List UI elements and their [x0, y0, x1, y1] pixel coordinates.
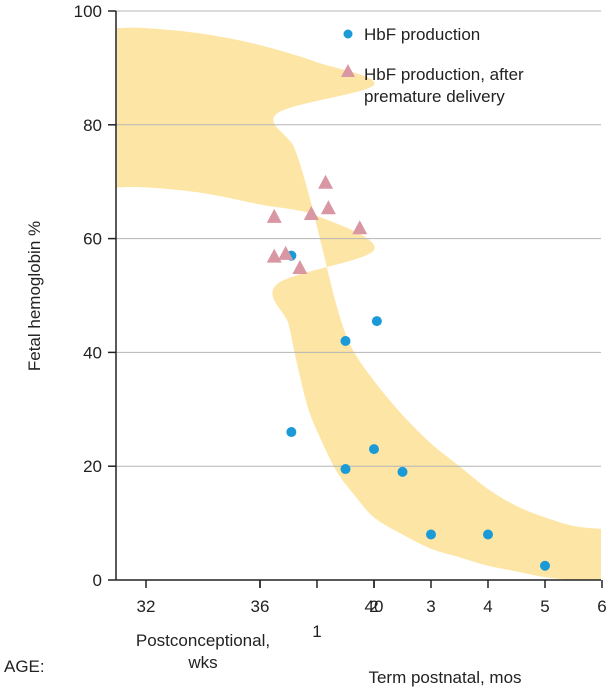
- postnatal-axis-title: Term postnatal, mos: [368, 668, 521, 687]
- premature-point-7: [292, 260, 308, 275]
- y-tick-label-40: 40: [83, 343, 102, 362]
- normal-range-band: [117, 27, 601, 581]
- hbf-point-5: [369, 444, 379, 455]
- legend-label-hbf-production: HbF production: [364, 25, 480, 44]
- y-ticks: 0 20 40 60 80 100: [74, 2, 116, 590]
- y-tick-label-20: 20: [83, 457, 102, 476]
- axes: [115, 11, 601, 581]
- postconceptional-axis-title-line2: wks: [187, 653, 217, 672]
- hbf-point-4: [340, 464, 351, 475]
- premature-point-3: [320, 200, 336, 215]
- hbf-point-7: [426, 529, 436, 540]
- x-tick-label-wk-36: 36: [251, 597, 270, 616]
- x-tick-label-mo-6: 6: [597, 597, 606, 616]
- hbf-point-3: [340, 336, 351, 347]
- x-tick-label-mo-1: 1: [312, 622, 321, 641]
- y-tick-label-80: 80: [83, 116, 102, 135]
- hbf-point-6: [397, 466, 408, 477]
- premature-point-1: [303, 205, 319, 220]
- x-ticks: 32 36 40 1 2 3 4 5 6: [137, 580, 607, 641]
- x-tick-label-mo-5: 5: [540, 597, 549, 616]
- hbf-point-2: [286, 427, 297, 438]
- hbf-point-0: [371, 316, 382, 327]
- range-band-area: [117, 27, 601, 581]
- y-tick-label-100: 100: [74, 2, 102, 21]
- legend-label-premature-line2: premature delivery: [364, 87, 505, 106]
- x-tick-label-mo-3: 3: [426, 597, 435, 616]
- legend: HbF production HbF production, after pre…: [341, 25, 524, 106]
- x-tick-label-mo-2: 2: [369, 597, 378, 616]
- y-tick-label-60: 60: [83, 230, 102, 249]
- gridlines: [116, 10, 601, 467]
- premature-point-6: [278, 245, 294, 260]
- hbf-point-9: [540, 560, 550, 571]
- hbf-point-8: [483, 529, 493, 540]
- y-axis-title: Fetal hemoglobin %: [25, 221, 44, 371]
- age-label: AGE:: [4, 657, 45, 676]
- legend-label-premature-line1: HbF production, after: [364, 65, 524, 84]
- premature-point-0: [266, 208, 282, 223]
- data-points: [266, 174, 550, 571]
- x-tick-label-wk-32: 32: [137, 597, 156, 616]
- y-tick-label-0: 0: [93, 571, 102, 590]
- premature-point-4: [352, 220, 368, 235]
- premature-point-2: [318, 174, 334, 189]
- postconceptional-axis-title-line1: Postconceptional,: [136, 631, 270, 650]
- x-tick-label-wk-40: 40: [365, 597, 384, 616]
- legend-circle-marker: [343, 29, 353, 39]
- legend-triangle-marker: [341, 64, 355, 77]
- x-tick-label-mo-4: 4: [483, 597, 492, 616]
- premature-point-5: [266, 248, 282, 263]
